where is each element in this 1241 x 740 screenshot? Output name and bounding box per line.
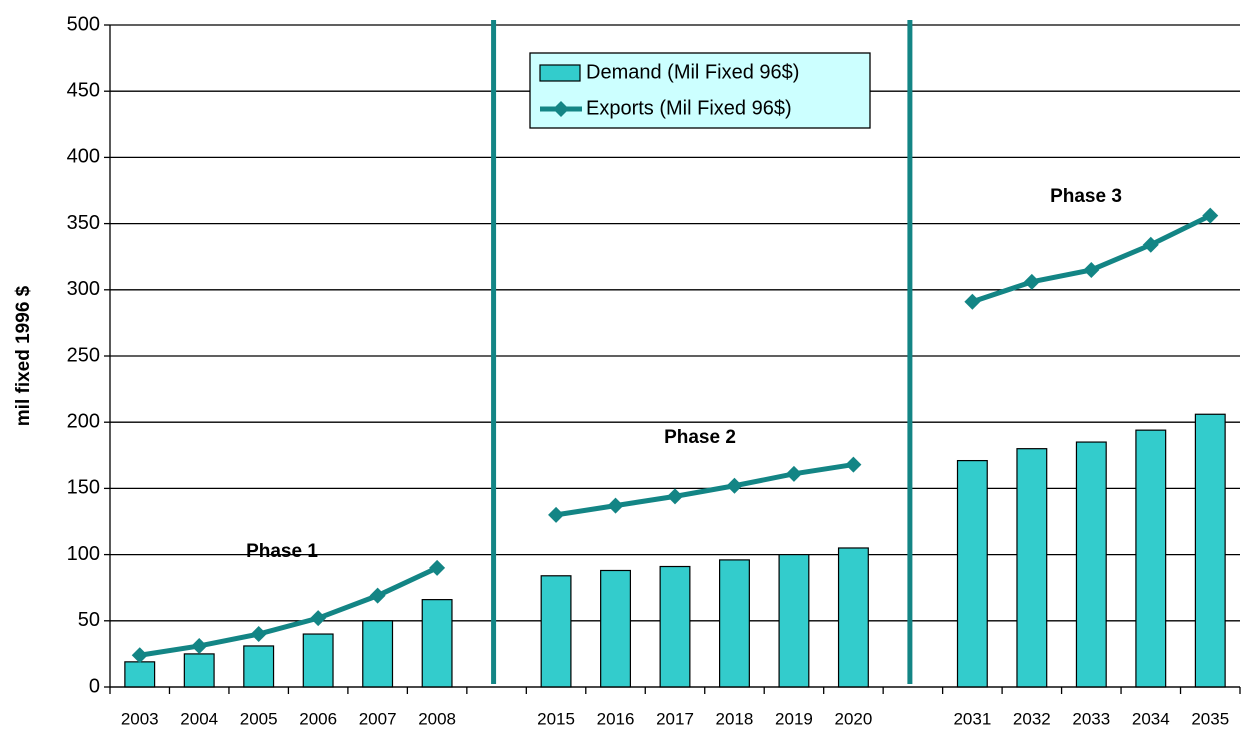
marker (548, 506, 565, 523)
x-tick-label: 2019 (775, 709, 813, 728)
x-tick-label: 2005 (240, 709, 278, 728)
bar (183, 653, 215, 688)
annotation: Phase 2 (664, 427, 736, 448)
y-tick-label: 350 (67, 212, 100, 234)
y-tick-label: 500 (67, 13, 100, 35)
bar (600, 569, 631, 688)
marker (785, 465, 802, 482)
bar (540, 575, 572, 688)
bar (1135, 429, 1167, 688)
y-tick-label: 100 (67, 543, 100, 565)
x-tick-label: 2034 (1132, 709, 1170, 728)
y-tick-label: 300 (67, 278, 100, 300)
y-axis-label: mil fixed 1996 $ (13, 285, 34, 426)
bar (956, 459, 988, 688)
marker (1083, 261, 1100, 278)
bar (362, 620, 394, 688)
bar (1075, 441, 1107, 688)
x-tick-label: 2020 (835, 709, 873, 728)
legend-swatch (539, 64, 581, 82)
marker (726, 477, 743, 494)
x-tick-label: 2033 (1072, 709, 1110, 728)
y-tick-label: 450 (67, 79, 100, 101)
y-tick-label: 250 (67, 344, 100, 366)
x-tick-label: 2007 (359, 709, 397, 728)
x-tick-label: 2032 (1013, 709, 1051, 728)
bar (1194, 413, 1226, 688)
x-tick-label: 2008 (418, 709, 456, 728)
x-tick-label: 2035 (1191, 709, 1229, 728)
y-tick-label: 400 (67, 146, 100, 168)
y-tick-label: 0 (89, 675, 100, 697)
marker (1142, 236, 1159, 253)
marker (131, 647, 148, 664)
marker (1202, 207, 1219, 224)
bar (837, 547, 869, 688)
bar (243, 645, 275, 688)
bar (302, 633, 334, 688)
x-tick-label: 2004 (180, 709, 218, 728)
marker (845, 456, 862, 473)
bar (778, 553, 810, 688)
bar (1016, 448, 1048, 688)
marker (429, 559, 446, 576)
x-tick-label: 2006 (299, 709, 337, 728)
bar (421, 599, 453, 688)
y-tick-label: 50 (78, 609, 100, 631)
legend (529, 52, 871, 129)
marker (607, 497, 624, 514)
marker (191, 637, 208, 654)
bar (719, 559, 750, 688)
x-tick-label: 2031 (953, 709, 991, 728)
bar (659, 565, 691, 688)
x-tick-label: 2015 (537, 709, 575, 728)
x-tick-label: 2016 (597, 709, 635, 728)
x-tick-label: 2018 (716, 709, 754, 728)
y-tick-label: 200 (67, 410, 100, 432)
y-tick-label: 150 (67, 477, 100, 499)
legend-label: Exports (Mil Fixed 96$) (586, 97, 792, 119)
legend-label: Demand (Mil Fixed 96$) (586, 61, 799, 83)
legend-swatch (553, 101, 569, 117)
marker (250, 626, 267, 643)
x-tick-label: 2003 (121, 709, 159, 728)
annotation: Phase 3 (1050, 186, 1122, 207)
bar (124, 661, 156, 688)
x-tick-label: 2017 (656, 709, 694, 728)
marker (310, 610, 327, 627)
marker (667, 488, 683, 505)
marker (369, 587, 386, 604)
marker (964, 293, 981, 310)
marker (1023, 273, 1040, 290)
annotation: Phase 1 (246, 541, 318, 562)
